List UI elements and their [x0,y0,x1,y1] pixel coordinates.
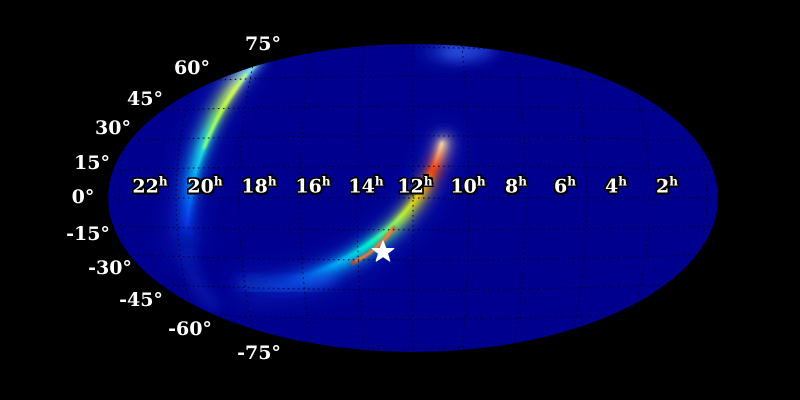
source-star-marker [371,240,395,262]
sky-projection-area [108,44,718,352]
graticule-meridians [118,45,708,351]
